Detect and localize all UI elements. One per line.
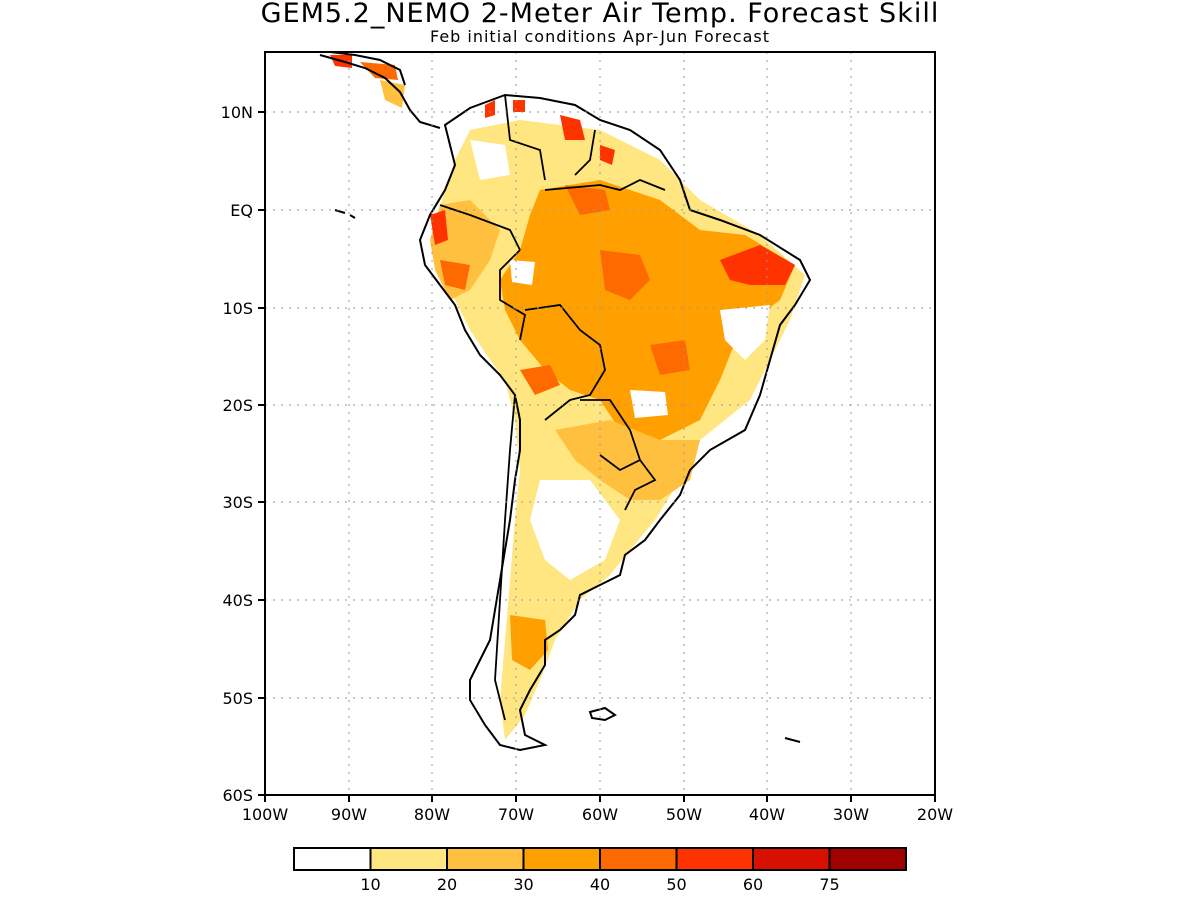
lon-label-70w: 70W (498, 805, 534, 824)
lat-label-30s: 30S (222, 493, 253, 512)
skill-region-0-10-paraguay (630, 390, 668, 418)
skill-region-50-60-colombia (485, 100, 495, 118)
legend-swatch-2 (446, 847, 525, 871)
legend-label-30: 30 (513, 875, 533, 894)
skill-region-40-50-bolivia (520, 365, 560, 395)
border-chile-argentina (494, 394, 516, 721)
lon-label-30w: 30W (833, 805, 869, 824)
legend-label-50: 50 (666, 875, 686, 894)
border-venezuela-guyana (574, 129, 596, 176)
skill-region-30-40 (500, 180, 795, 440)
border-brazil-north (544, 179, 666, 191)
lon-label-60w: 60W (582, 805, 618, 824)
legend-labels: 10 20 30 40 50 60 75 (360, 875, 839, 894)
legend-label-20: 20 (437, 875, 457, 894)
country-borders (439, 94, 666, 721)
legend-swatch-1 (369, 847, 448, 871)
legend-swatch-4 (599, 847, 678, 871)
legend-swatch-7 (828, 847, 907, 871)
legend-swatch-0 (293, 847, 372, 871)
border-peru-brazil (499, 249, 527, 341)
border-bolivia (524, 304, 606, 421)
central-america-coastline (319, 51, 441, 129)
lat-label-60s: 60S (222, 786, 253, 805)
map-subtitle: Feb initial conditions Apr-Jun Forecast (429, 27, 770, 46)
galapagos (334, 209, 356, 219)
skill-region-50-60-venezuela-w (513, 100, 525, 112)
border-paraguay (580, 399, 642, 472)
skill-region-0-10-brazil (720, 305, 770, 360)
lat-label-10s: 10S (222, 299, 253, 318)
legend-swatch-3 (522, 847, 601, 871)
border-colombia-peru (439, 204, 521, 251)
skill-region-20-30-south (555, 420, 700, 500)
legend-label-60: 60 (743, 875, 763, 894)
lon-label-50w: 50W (666, 805, 702, 824)
lat-label-40s: 40S (222, 591, 253, 610)
lon-label-40w: 40W (749, 805, 785, 824)
skill-region-0-10-peru (510, 260, 535, 285)
legend-label-40: 40 (590, 875, 610, 894)
skill-region-50-60-peru (430, 210, 448, 245)
skill-region-50-60-guianas (600, 145, 615, 165)
skill-region-40-50-central-america-b (360, 62, 398, 80)
lat-label-10n: 10N (221, 103, 253, 122)
lat-label-50s: 50S (222, 689, 253, 708)
lon-label-100w: 100W (242, 805, 289, 824)
skill-region-20-30-central-america (380, 80, 405, 108)
border-argentina-brazil (624, 459, 657, 511)
legend-colorbar (293, 847, 907, 871)
latitude-labels: 10N EQ 10S 20S 30S 40S 50S 60S (221, 103, 253, 805)
skill-region-0-10-argentina (530, 480, 620, 580)
skill-region-30-40-patagonia (510, 615, 548, 670)
longitude-labels: 100W 90W 80W 70W 60W 50W 40W 30W 20W (242, 805, 953, 824)
lat-label-eq: EQ (230, 201, 253, 220)
south-america-coastline (418, 93, 812, 752)
skill-region-40-50-brazil-c (650, 340, 690, 375)
legend-label-10: 10 (360, 875, 380, 894)
skill-region-50-60-venezuela (560, 115, 585, 140)
coastlines (319, 51, 812, 752)
south-georgia (784, 737, 801, 743)
lon-label-90w: 90W (331, 805, 367, 824)
legend-swatch-6 (752, 847, 831, 871)
tick-marks (258, 111, 936, 802)
falkland-islands (588, 706, 617, 722)
map-title: GEM5.2_NEMO 2-Meter Air Temp. Forecast S… (260, 0, 940, 29)
lat-label-20s: 20S (222, 396, 253, 415)
lon-label-80w: 80W (414, 805, 450, 824)
lon-label-20w: 20W (917, 805, 953, 824)
skill-region-50-60-ne-brazil (720, 245, 795, 285)
border-colombia-venezuela (504, 94, 546, 181)
skill-region-40-50-central (600, 250, 650, 300)
legend-label-75: 75 (819, 875, 839, 894)
skill-shading (330, 55, 805, 740)
skill-region-40-50-ecuador (440, 260, 470, 290)
skill-region-40-50-north (565, 185, 610, 215)
legend-swatch-5 (675, 847, 754, 871)
skill-region-0-10-colombia (470, 140, 510, 180)
